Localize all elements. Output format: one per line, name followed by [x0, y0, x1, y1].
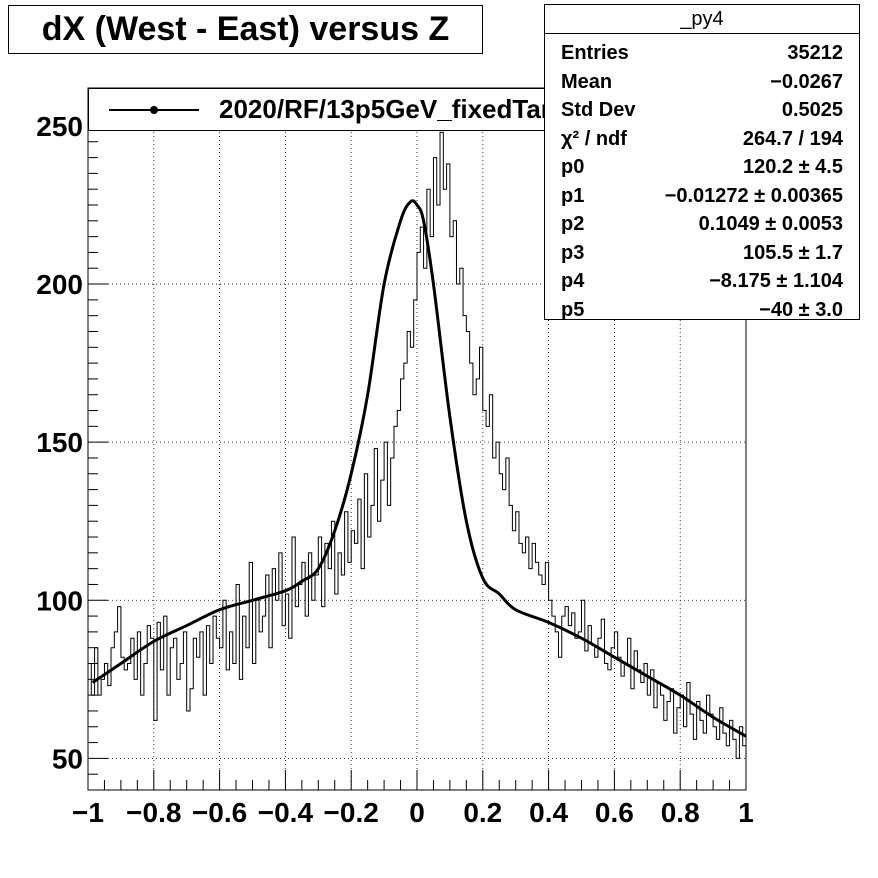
stats-value: 264.7 / 194 [742, 127, 843, 150]
legend-label: 2020/RF/13p5GeV_fixedTarget [219, 94, 590, 124]
chart-title: dX (West - East) versus Z [8, 5, 483, 54]
fit-curve [91, 199, 747, 738]
tick-labels: −1 −0.8 −0.6 −0.4 −0.2 0 0.2 0.4 0.6 0.8 150100150… [36, 111, 754, 828]
stats-value: 105.5 ± 1.7 [743, 241, 843, 264]
fit-line [91, 199, 747, 738]
x-tick-label: 0.4 [529, 797, 568, 828]
stats-label: χ² / ndf [561, 127, 627, 150]
stats-row: Entries 35212 [561, 39, 843, 67]
stats-value: −0.0267 [770, 70, 843, 93]
x-tick-label: 0.6 [595, 797, 634, 828]
stats-row: p1 −0.01272 ± 0.00365 [561, 182, 843, 210]
stats-label: p3 [561, 241, 585, 264]
legend: 2020/RF/13p5GeV_fixedTarget [88, 88, 613, 131]
stats-row: p5 −40 ± 3.0 [561, 296, 843, 324]
stats-label: p2 [561, 212, 585, 235]
stats-box: _py4 Entries 35212 Mean −0.0267 Std Dev 0.5… [544, 4, 860, 321]
y-tick-label: 100 [36, 585, 83, 616]
stats-label: p4 [561, 269, 585, 292]
stats-value: −0.01272 ± 0.00365 [664, 184, 843, 207]
stats-row: Std Dev 0.5025 [561, 96, 843, 124]
stats-row: χ² / ndf 264.7 / 194 [561, 125, 843, 153]
stats-label: Entries [561, 41, 629, 64]
stats-value: 0.5025 [781, 98, 843, 121]
x-tick-label: 0.2 [463, 797, 502, 828]
stats-value: 35212 [787, 41, 843, 64]
stats-label: p0 [561, 155, 585, 178]
stats-row: p2 0.1049 ± 0.0053 [561, 210, 843, 238]
stats-label: Std Dev [561, 98, 636, 121]
x-tick-label: 0.8 [661, 797, 700, 828]
stats-row: p0 120.2 ± 4.5 [561, 153, 843, 181]
x-tick-label: −1 [72, 797, 104, 828]
x-tick-label: −0.6 [192, 797, 247, 828]
stats-value: −40 ± 3.0 [759, 298, 843, 321]
x-tick-label: −0.8 [126, 797, 181, 828]
stats-label: Mean [561, 70, 613, 93]
x-tick-label: 0 [409, 797, 425, 828]
x-tick-label: −0.2 [324, 797, 379, 828]
stats-row: p3 105.5 ± 1.7 [561, 239, 843, 267]
y-tick-label: 250 [36, 111, 83, 142]
histogram [88, 131, 746, 759]
legend-marker-icon [150, 106, 158, 114]
histogram-steps [88, 131, 746, 759]
stats-value: 0.1049 ± 0.0053 [698, 212, 843, 235]
y-tick-label: 50 [52, 743, 83, 774]
stats-title: _py4 [545, 5, 859, 34]
stats-row: Mean −0.0267 [561, 68, 843, 96]
stats-row: p4 −8.175 ± 1.104 [561, 267, 843, 295]
y-tick-label: 150 [36, 427, 83, 458]
x-tick-label: 1 [738, 797, 754, 828]
stats-value: 120.2 ± 4.5 [743, 155, 843, 178]
stats-label: p1 [561, 184, 585, 207]
y-tick-label: 200 [36, 269, 83, 300]
stats-value: −8.175 ± 1.104 [709, 269, 843, 292]
stats-label: p5 [561, 298, 585, 321]
x-tick-label: −0.4 [258, 797, 314, 828]
